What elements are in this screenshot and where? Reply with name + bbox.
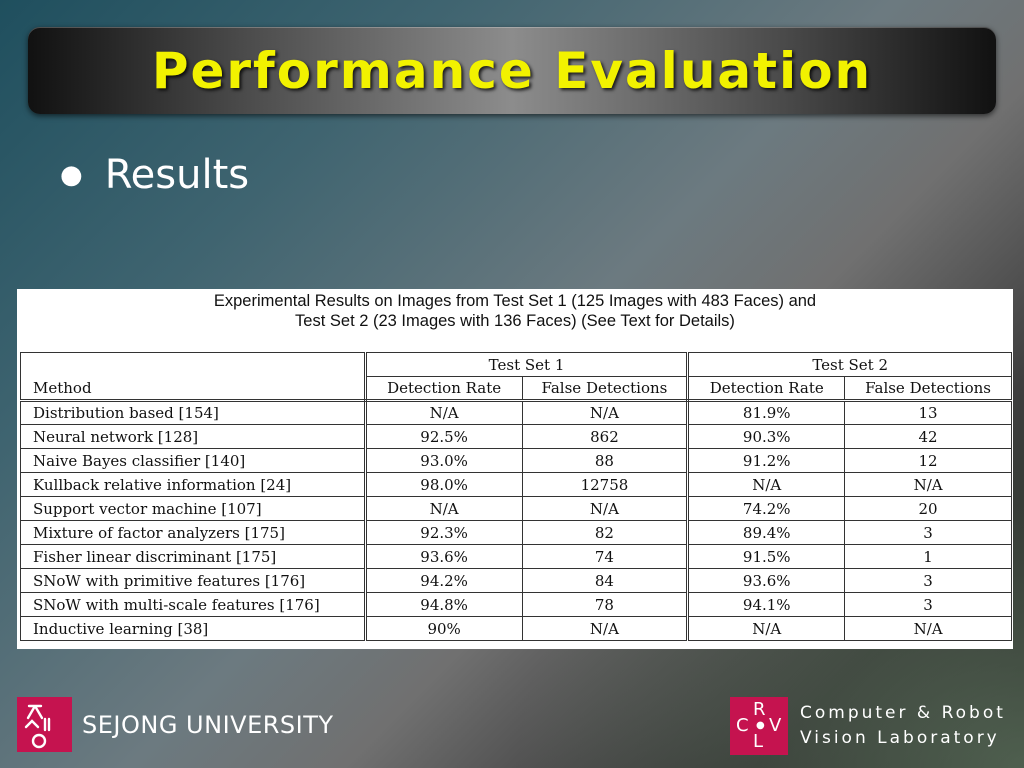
- caption-line-2: Test Set 2 (23 Images with 136 Faces) (S…: [295, 312, 735, 330]
- table-row: Distribution based [154] N/A N/A 81.9% 1…: [20, 400, 1012, 425]
- slide-title: Performance Evaluation: [151, 41, 873, 100]
- ts1-false-detections-cell: 82: [522, 520, 690, 545]
- ts2-false-detections-cell: 12: [844, 448, 1012, 473]
- ts2-false-detections-cell: N/A: [844, 472, 1012, 497]
- lab-name-line-1: Computer & Robot: [800, 703, 1006, 723]
- crvl-letter-l: L: [753, 731, 764, 752]
- ts2-detection-rate-cell: 89.4%: [687, 520, 846, 545]
- results-table: Test Set 1 Test Set 2 Method Detection R…: [20, 352, 1012, 641]
- ts2-false-detections-cell: 3: [844, 520, 1012, 545]
- ts2-detection-rate-cell: 74.2%: [687, 496, 846, 521]
- bullet-dot-icon: ●: [60, 160, 83, 190]
- sub-header-detection-rate-2: Detection Rate: [687, 376, 846, 402]
- ts1-detection-rate-cell: 94.2%: [365, 568, 523, 593]
- ts1-false-detections-cell: 78: [522, 592, 690, 617]
- ts1-detection-rate-cell: N/A: [365, 496, 523, 521]
- ts2-false-detections-cell: 3: [844, 592, 1012, 617]
- lab-name: Computer & Robot Vision Laboratory: [800, 701, 1006, 751]
- ts2-detection-rate-cell: 90.3%: [687, 424, 846, 449]
- ts1-detection-rate-cell: 94.8%: [365, 592, 523, 617]
- table-caption: Experimental Results on Images from Test…: [17, 289, 1013, 331]
- results-table-panel: Experimental Results on Images from Test…: [17, 289, 1013, 649]
- ts1-detection-rate-cell: 92.5%: [365, 424, 523, 449]
- sub-header-false-detections-2: False Detections: [844, 376, 1012, 402]
- table-row: SNoW with multi-scale features [176] 94.…: [20, 592, 1012, 617]
- table-body: Distribution based [154] N/A N/A 81.9% 1…: [20, 400, 1012, 641]
- group-header-test-set-2: Test Set 2: [687, 352, 1012, 377]
- university-name: SEJONG UNIVERSITY: [82, 710, 334, 739]
- ts2-detection-rate-cell: N/A: [687, 472, 846, 497]
- crvl-letter-c: C: [736, 715, 749, 736]
- title-bar: Performance Evaluation: [28, 27, 996, 114]
- method-cell: Mixture of factor analyzers [175]: [20, 520, 367, 545]
- ts2-false-detections-cell: N/A: [844, 616, 1012, 641]
- sejong-logo-icon: [17, 697, 72, 752]
- ts1-false-detections-cell: 88: [522, 448, 690, 473]
- ts1-false-detections-cell: 84: [522, 568, 690, 593]
- method-cell: SNoW with multi-scale features [176]: [20, 592, 367, 617]
- ts1-false-detections-cell: N/A: [522, 496, 690, 521]
- sub-header-detection-rate-1: Detection Rate: [365, 376, 523, 402]
- table-row: Neural network [128] 92.5% 862 90.3% 42: [20, 424, 1012, 449]
- caption-line-1: Experimental Results on Images from Test…: [213, 292, 817, 310]
- ts1-detection-rate-cell: 98.0%: [365, 472, 523, 497]
- method-header: Method: [20, 376, 367, 402]
- method-cell: Support vector machine [107]: [20, 496, 367, 521]
- ts1-false-detections-cell: N/A: [522, 400, 690, 425]
- method-cell: SNoW with primitive features [176]: [20, 568, 367, 593]
- table-row: Support vector machine [107] N/A N/A 74.…: [20, 496, 1012, 521]
- ts1-false-detections-cell: 74: [522, 544, 690, 569]
- ts2-detection-rate-cell: 91.5%: [687, 544, 846, 569]
- table-row: Mixture of factor analyzers [175] 92.3% …: [20, 520, 1012, 545]
- ts1-false-detections-cell: N/A: [522, 616, 690, 641]
- ts1-detection-rate-cell: N/A: [365, 400, 523, 425]
- ts1-false-detections-cell: 862: [522, 424, 690, 449]
- method-cell: Kullback relative information [24]: [20, 472, 367, 497]
- table-row: Fisher linear discriminant [175] 93.6% 7…: [20, 544, 1012, 569]
- ts1-false-detections-cell: 12758: [522, 472, 690, 497]
- ts1-detection-rate-cell: 90%: [365, 616, 523, 641]
- ts2-detection-rate-cell: 94.1%: [687, 592, 846, 617]
- ts2-false-detections-cell: 42: [844, 424, 1012, 449]
- sub-header-false-detections-1: False Detections: [522, 376, 690, 402]
- bullet-text: Results: [104, 152, 250, 198]
- crvl-center-dot-icon: ●: [756, 720, 765, 731]
- method-cell: Neural network [128]: [20, 424, 367, 449]
- ts1-detection-rate-cell: 93.6%: [365, 544, 523, 569]
- ts2-false-detections-cell: 20: [844, 496, 1012, 521]
- table-row: SNoW with primitive features [176] 94.2%…: [20, 568, 1012, 593]
- university-footer: SEJONG UNIVERSITY: [17, 697, 334, 752]
- bullet-item: ● Results: [60, 152, 249, 198]
- table-row: Inductive learning [38] 90% N/A N/A N/A: [20, 616, 1012, 641]
- crvl-letter-v: V: [769, 715, 782, 736]
- ts2-false-detections-cell: 13: [844, 400, 1012, 425]
- method-header-spacer: [20, 352, 367, 377]
- ts1-detection-rate-cell: 93.0%: [365, 448, 523, 473]
- method-cell: Distribution based [154]: [20, 400, 367, 425]
- ts2-false-detections-cell: 3: [844, 568, 1012, 593]
- table-row: Kullback relative information [24] 98.0%…: [20, 472, 1012, 497]
- method-cell: Inductive learning [38]: [20, 616, 367, 641]
- ts1-detection-rate-cell: 92.3%: [365, 520, 523, 545]
- group-header-test-set-1: Test Set 1: [365, 352, 690, 377]
- ts2-detection-rate-cell: N/A: [687, 616, 846, 641]
- lab-footer: C R V L ● Computer & Robot Vision Labora…: [730, 697, 1006, 755]
- method-cell: Naive Bayes classifier [140]: [20, 448, 367, 473]
- crvl-letter-r: R: [753, 699, 766, 720]
- lab-name-line-2: Vision Laboratory: [800, 728, 1000, 748]
- ts2-detection-rate-cell: 81.9%: [687, 400, 846, 425]
- method-cell: Fisher linear discriminant [175]: [20, 544, 367, 569]
- ts2-detection-rate-cell: 93.6%: [687, 568, 846, 593]
- crvl-logo-icon: C R V L ●: [730, 697, 788, 755]
- ts2-false-detections-cell: 1: [844, 544, 1012, 569]
- ts2-detection-rate-cell: 91.2%: [687, 448, 846, 473]
- table-row: Naive Bayes classifier [140] 93.0% 88 91…: [20, 448, 1012, 473]
